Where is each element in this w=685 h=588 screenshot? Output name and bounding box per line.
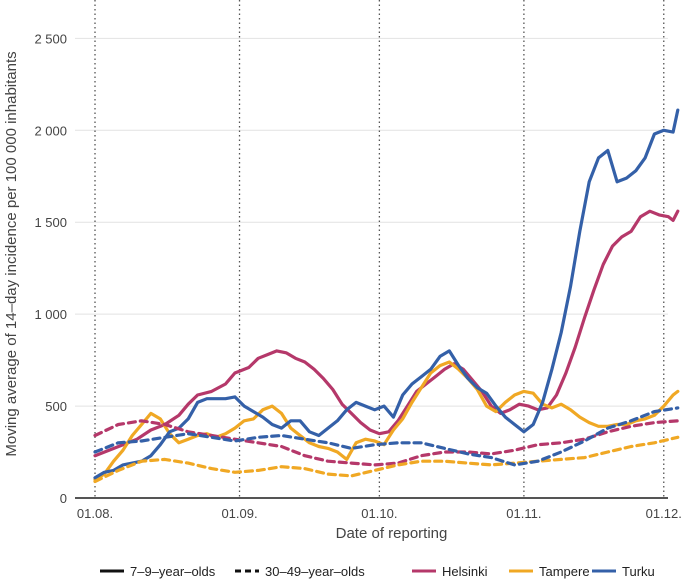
x-tick-label: 01.10. (361, 506, 397, 521)
legend-label: Helsinki (442, 564, 488, 579)
legend-label: 7–9–year–olds (130, 564, 216, 579)
legend: 7–9–year–olds 30–49–year–olds Helsinki Tamp… (100, 564, 655, 579)
grid-lines (75, 37, 668, 407)
x-tick-label: 01.08. (77, 506, 113, 521)
x-tick-labels: 01.08. 01.09. 01.10. 01.11. 01.12. (77, 506, 682, 521)
legend-item: Tampere (509, 564, 590, 579)
y-tick-label: 2 500 (34, 31, 67, 46)
series-line-turku-7-9 (93, 108, 680, 480)
y-tick-label: 500 (45, 399, 67, 414)
y-tick-label: 0 (60, 491, 67, 506)
series-line-tampere-30-49 (93, 435, 680, 484)
x-tick-label: 01.11. (506, 506, 541, 521)
series-line-helsinki-30-49 (93, 419, 680, 467)
legend-item: Turku (592, 564, 655, 579)
y-tick-label: 1 500 (34, 215, 67, 230)
series-lines (93, 108, 680, 484)
legend-label: 30–49–year–olds (265, 564, 365, 579)
legend-item: Helsinki (412, 564, 488, 579)
legend-item: 30–49–year–olds (235, 564, 365, 579)
legend-label: Turku (622, 564, 655, 579)
series-line-helsinki-7-9 (93, 209, 680, 458)
x-axis-title: Date of reporting (336, 525, 448, 542)
series-line-turku-30-49 (93, 406, 680, 467)
y-tick-label: 1 000 (34, 307, 67, 322)
y-axis-title: Moving average of 14–day incidence per 1… (3, 51, 20, 456)
legend-item: 7–9–year–olds (100, 564, 216, 579)
y-tick-label: 2 000 (34, 123, 67, 138)
x-tick-label: 01.09. (221, 506, 257, 521)
month-reference-lines (94, 0, 665, 498)
y-tick-labels: 0 500 1 000 1 500 2 000 2 500 (34, 31, 67, 506)
x-tick-label: 01.12. (646, 506, 682, 521)
series-line-tampere-7-9 (93, 360, 680, 482)
legend-label: Tampere (539, 564, 590, 579)
